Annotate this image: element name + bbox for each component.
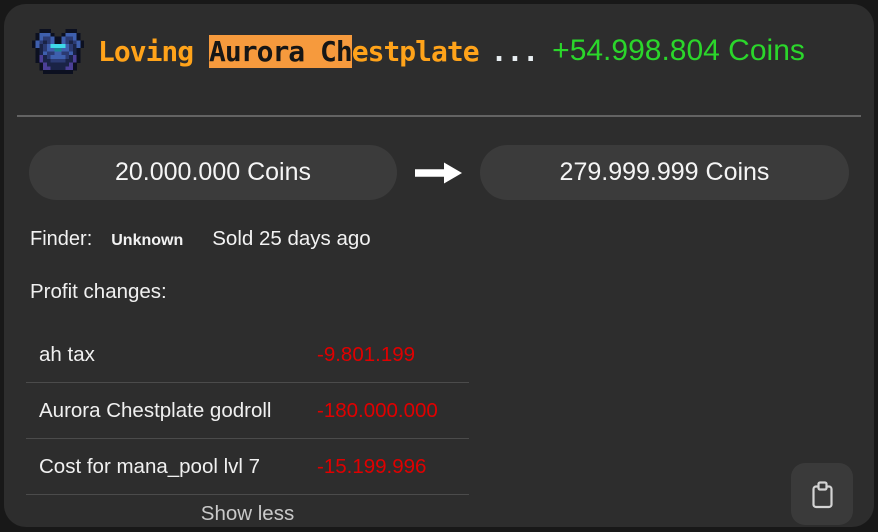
profit-row-label: Cost for mana_pool lvl 7 xyxy=(26,455,317,479)
profit-changes-heading: Profit changes: xyxy=(30,280,848,304)
flip-card: Loving Aurora Chestplate... +54.998.804 … xyxy=(4,4,874,527)
arrow-wrap xyxy=(397,160,480,186)
profit-badge: +54.998.804 Coins xyxy=(552,34,805,68)
header-divider xyxy=(17,115,861,117)
copy-button[interactable] xyxy=(791,463,853,525)
finder-label: Finder: xyxy=(30,228,92,251)
item-title-ellipsis: ... xyxy=(491,35,539,68)
profit-row-label: Aurora Chestplate godroll xyxy=(26,399,317,423)
item-title-prefix: Loving xyxy=(98,35,209,68)
profit-row-label: ah tax xyxy=(26,343,317,367)
clipboard-icon xyxy=(809,479,836,510)
chestplate-icon xyxy=(32,28,84,75)
price-row: 20.000.000 Coins 279.999.999 Coins xyxy=(29,145,849,200)
item-title-suffix: estplate xyxy=(352,35,479,68)
profit-row-value: -9.801.199 xyxy=(317,343,415,367)
header: Loving Aurora Chestplate... +54.998.804 … xyxy=(4,4,874,76)
buy-price-pill[interactable]: 20.000.000 Coins xyxy=(29,145,397,200)
profit-row: Cost for mana_pool lvl 7 -15.199.996 xyxy=(26,439,469,495)
profit-row-value: -15.199.996 xyxy=(317,455,426,479)
item-title-highlight: Aurora Ch xyxy=(209,35,352,68)
finder-value: Unknown xyxy=(111,232,183,250)
item-title: Loving Aurora Chestplate... xyxy=(98,35,538,68)
profit-row-value: -180.000.000 xyxy=(317,399,438,423)
finder-row: Finder: Unknown Sold 25 days ago xyxy=(30,227,848,251)
profit-row: Aurora Chestplate godroll -180.000.000 xyxy=(26,383,469,439)
profit-row: ah tax -9.801.199 xyxy=(26,327,469,383)
sold-ago-text: Sold 25 days ago xyxy=(212,227,370,251)
sell-price-pill[interactable]: 279.999.999 Coins xyxy=(480,145,849,200)
arrow-right-icon xyxy=(414,160,463,186)
profit-changes-table: ah tax -9.801.199 Aurora Chestplate godr… xyxy=(26,327,469,532)
show-less-button[interactable]: Show less xyxy=(26,495,469,532)
